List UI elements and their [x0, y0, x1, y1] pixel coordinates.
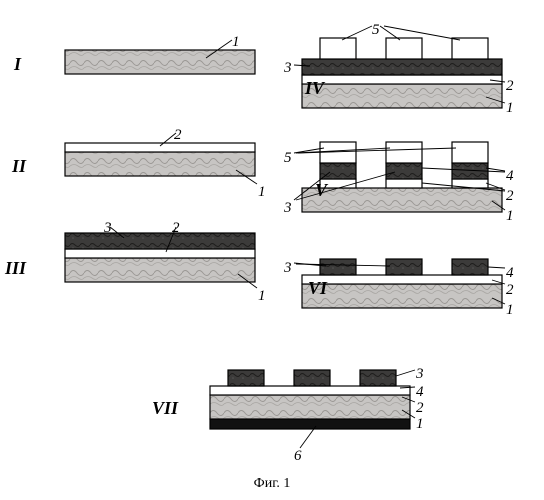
layer-number: 2: [506, 188, 514, 205]
stage-label: VII: [152, 398, 178, 419]
layer-number: 4: [506, 168, 514, 185]
layer-number: 1: [506, 208, 514, 225]
layer-number: 3: [416, 366, 424, 383]
stage-label: V: [315, 180, 327, 201]
layer-number: 1: [506, 100, 514, 117]
layer-number: 3: [104, 220, 112, 237]
layer-number: 5: [284, 150, 292, 167]
layer-number: 5: [372, 22, 380, 39]
layer-number: 3: [284, 260, 292, 277]
layer-number: 3: [284, 60, 292, 77]
layer-number: 6: [294, 448, 302, 465]
figure-caption: Фиг. 1: [0, 476, 544, 492]
layer-number: 1: [506, 302, 514, 319]
layer-number: 4: [416, 384, 424, 401]
layer-number: 2: [506, 78, 514, 95]
layer-number: 1: [258, 184, 266, 201]
stage-label: VI: [308, 278, 327, 299]
stage-label: IV: [305, 78, 324, 99]
diagram-svg: [0, 0, 544, 500]
layer-number: 2: [174, 127, 182, 144]
layer-number: 4: [506, 265, 514, 282]
layer-number: 2: [506, 282, 514, 299]
stage-label: I: [14, 54, 21, 75]
stage-label: III: [5, 258, 26, 279]
layer-number: 3: [284, 200, 292, 217]
layer-number: 2: [416, 400, 424, 417]
layer-number: 1: [258, 288, 266, 305]
stage-label: II: [12, 156, 26, 177]
layer-number: 1: [232, 34, 240, 51]
layer-number: 2: [172, 220, 180, 237]
layer-number: 1: [416, 416, 424, 433]
